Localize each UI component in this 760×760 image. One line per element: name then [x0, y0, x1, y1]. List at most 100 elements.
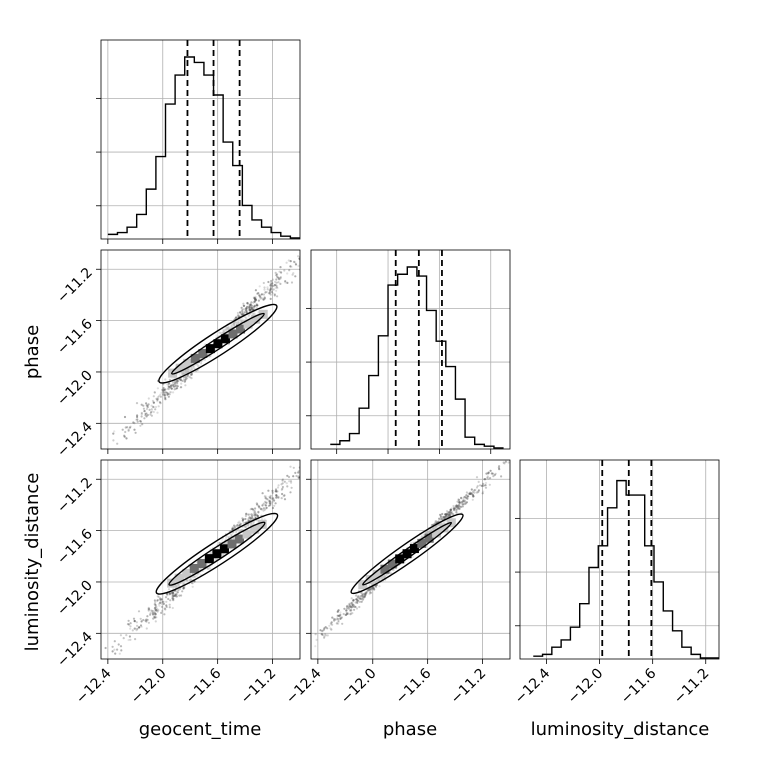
sample-point: [242, 302, 245, 305]
sample-point: [273, 294, 276, 297]
sample-point: [483, 478, 486, 481]
sample-point: [303, 464, 305, 466]
sample-point: [177, 379, 180, 382]
sample-point: [283, 494, 286, 497]
sample-point: [153, 615, 156, 619]
sample-point: [132, 617, 136, 620]
sample-point: [189, 373, 193, 376]
sample-point: [275, 273, 279, 276]
density-cell: [387, 559, 397, 569]
sample-point: [248, 305, 252, 308]
density-cell: [174, 573, 184, 583]
sample-point: [329, 622, 332, 625]
sample-point: [362, 593, 365, 596]
sample-point: [256, 292, 259, 295]
sample-point: [340, 616, 343, 619]
sample-point: [291, 273, 294, 276]
sample-point: [370, 591, 373, 594]
sample-point: [141, 423, 144, 426]
sample-point: [489, 469, 492, 472]
sample-point: [323, 442, 325, 444]
density-cell: [380, 564, 390, 574]
sample-point: [364, 593, 367, 596]
sample-point: [249, 302, 252, 305]
sample-point: [333, 617, 336, 621]
sample-point: [184, 378, 187, 381]
sample-point: [175, 387, 179, 390]
sample-point: [332, 426, 334, 428]
sample-point: [460, 501, 463, 504]
sample-point: [491, 472, 495, 475]
sample-point: [322, 628, 326, 631]
sample-point: [127, 638, 130, 642]
sample-point: [166, 594, 169, 597]
sample-point: [457, 507, 460, 510]
sample-point: [123, 435, 126, 438]
sample-point: [286, 272, 289, 275]
sample-point: [475, 491, 478, 494]
sample-point: [277, 484, 280, 487]
sample-point: [282, 495, 285, 498]
sample-point: [242, 308, 245, 311]
sample-point: [357, 596, 360, 599]
sample-point: [271, 292, 274, 295]
sample-point: [272, 497, 275, 500]
sample-point: [274, 271, 277, 274]
sample-point: [345, 613, 348, 617]
density-cell: [250, 524, 260, 534]
sample-point: [455, 510, 458, 514]
sample-point: [272, 284, 275, 288]
sample-point: [306, 261, 308, 263]
sample-point: [486, 475, 489, 478]
sample-point: [147, 403, 150, 406]
sample-point: [465, 494, 468, 497]
sample-point: [159, 395, 162, 398]
sample-point: [375, 585, 378, 589]
sample-point: [269, 501, 272, 504]
sample-point: [151, 613, 154, 616]
axes-frame: [100, 459, 301, 660]
y-tick-label: −11.6: [54, 526, 96, 568]
sample-point: [275, 289, 278, 292]
sample-point: [160, 598, 163, 601]
sample-point: [303, 255, 305, 257]
density-cell: [409, 544, 419, 554]
sample-point: [186, 377, 189, 380]
sample-point: [331, 616, 334, 619]
sample-point: [298, 257, 300, 260]
sample-point: [266, 288, 269, 291]
sample-point: [271, 278, 275, 281]
sample-point: [484, 481, 488, 485]
sample-point: [235, 316, 238, 319]
sample-point: [458, 503, 461, 506]
sample-point: [255, 304, 258, 307]
sample-point: [150, 408, 153, 411]
sample-point: [262, 509, 265, 512]
sample-point: [448, 514, 451, 517]
sample-point: [172, 391, 175, 394]
sample-point: [475, 476, 479, 479]
sample-point: [290, 481, 293, 484]
sample-point: [259, 507, 262, 510]
sample-point: [169, 391, 172, 394]
density-cell: [182, 568, 192, 578]
sample-point: [154, 405, 158, 409]
sample-point: [269, 494, 272, 497]
sample-point: [128, 635, 131, 638]
sample-point: [167, 388, 170, 391]
sample-point: [363, 595, 366, 598]
x-tick-label: −12.0: [565, 666, 607, 708]
sample-point: [113, 648, 116, 651]
sample-point: [564, 415, 566, 417]
sample-point: [157, 609, 160, 612]
sample-point: [314, 248, 316, 250]
sample-point: [149, 612, 152, 615]
sample-point: [122, 637, 125, 640]
sample-point: [275, 274, 278, 277]
sample-point: [262, 293, 265, 296]
sample-point: [274, 280, 277, 283]
density-cell: [236, 324, 246, 334]
sample-point: [458, 501, 461, 504]
sample-point: [358, 605, 361, 609]
sample-point: [518, 439, 520, 441]
